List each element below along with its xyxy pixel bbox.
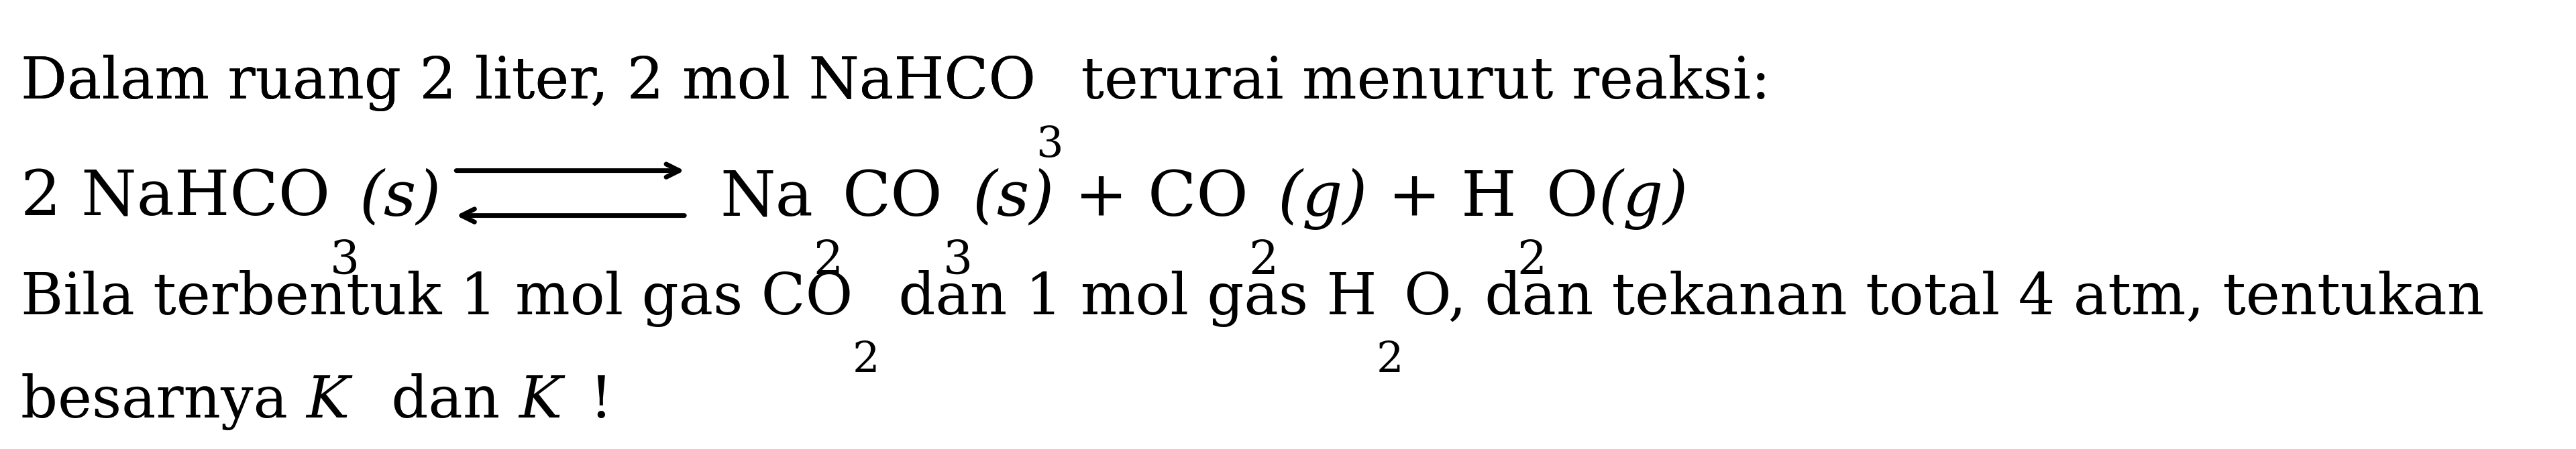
Text: p: p [562,444,590,449]
Text: O, dan tekanan total 4 atm, tentukan: O, dan tekanan total 4 atm, tentukan [1404,271,2483,326]
Text: dan 1 mol gas H: dan 1 mol gas H [881,270,1376,327]
Text: 2: 2 [1517,239,1546,283]
Text: K: K [307,374,350,429]
Text: 2 NaHCO: 2 NaHCO [21,168,330,228]
Text: + H: + H [1368,168,1517,228]
Text: Na: Na [719,168,814,228]
Text: 2: 2 [814,239,842,283]
Text: K: K [518,374,562,429]
Text: (g): (g) [1278,168,1368,229]
Text: c: c [350,444,374,449]
Text: dan: dan [374,374,518,430]
Text: O: O [1546,168,1597,228]
Text: Bila terbentuk 1 mol gas CO: Bila terbentuk 1 mol gas CO [21,270,853,327]
Text: !: ! [590,374,613,430]
Text: 3: 3 [330,239,361,283]
Text: Dalam ruang 2 liter, 2 mol NaHCO: Dalam ruang 2 liter, 2 mol NaHCO [21,55,1036,111]
Text: (g): (g) [1597,168,1687,229]
Text: (s): (s) [361,168,440,228]
Text: (s): (s) [974,168,1054,228]
Text: Dalam ruang 2 liter, 2 mol NaHCO: Dalam ruang 2 liter, 2 mol NaHCO [21,55,1036,111]
Text: 2: 2 [853,340,881,381]
Text: 3: 3 [943,239,974,283]
Text: 3: 3 [1036,125,1064,166]
Text: terurai menurut reaksi:: terurai menurut reaksi: [1064,55,1770,111]
Text: besarnya: besarnya [21,373,307,430]
Text: 2: 2 [1376,340,1404,381]
Text: + CO: + CO [1054,168,1249,228]
Text: CO: CO [842,168,943,228]
Text: 2: 2 [1249,239,1278,283]
